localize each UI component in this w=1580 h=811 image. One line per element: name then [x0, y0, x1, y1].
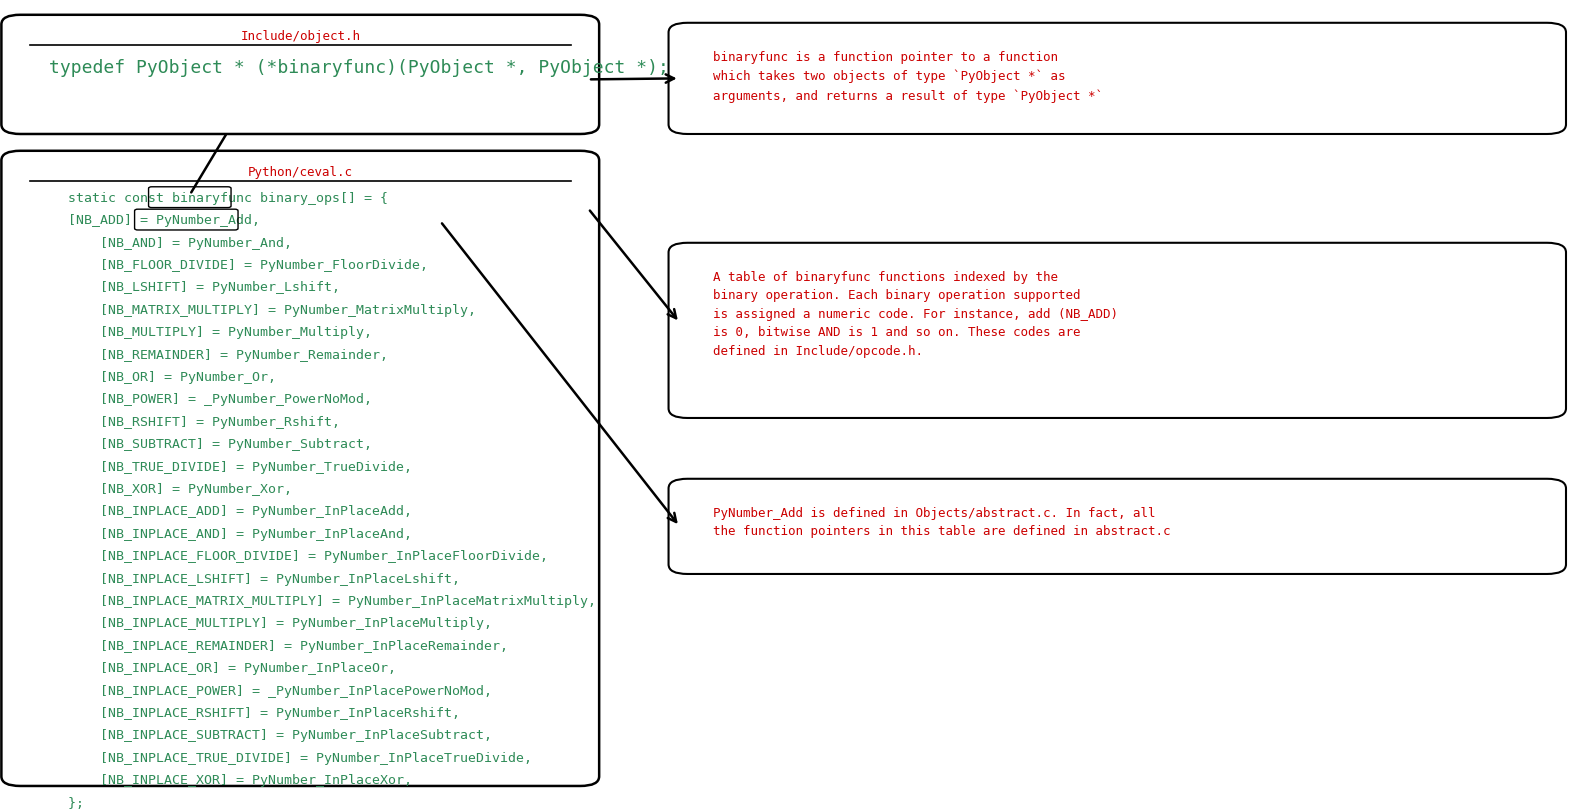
Text: Include/object.h: Include/object.h	[240, 30, 360, 43]
Text: [NB_LSHIFT] = PyNumber_Lshift,: [NB_LSHIFT] = PyNumber_Lshift,	[36, 281, 340, 294]
FancyBboxPatch shape	[668, 479, 1566, 574]
Text: static const binaryfunc binary_ops[] = {: static const binaryfunc binary_ops[] = {	[36, 191, 389, 204]
Text: [NB_INPLACE_POWER] = _PyNumber_InPlacePowerNoMod,: [NB_INPLACE_POWER] = _PyNumber_InPlacePo…	[36, 684, 491, 697]
Text: [NB_INPLACE_OR] = PyNumber_InPlaceOr,: [NB_INPLACE_OR] = PyNumber_InPlaceOr,	[36, 661, 397, 674]
Text: [NB_OR] = PyNumber_Or,: [NB_OR] = PyNumber_Or,	[36, 371, 276, 384]
Text: [NB_INPLACE_XOR] = PyNumber_InPlaceXor,: [NB_INPLACE_XOR] = PyNumber_InPlaceXor,	[36, 773, 412, 786]
FancyBboxPatch shape	[2, 15, 599, 135]
Text: [NB_AND] = PyNumber_And,: [NB_AND] = PyNumber_And,	[36, 236, 292, 249]
Text: [NB_INPLACE_TRUE_DIVIDE] = PyNumber_InPlaceTrueDivide,: [NB_INPLACE_TRUE_DIVIDE] = PyNumber_InPl…	[36, 751, 532, 764]
Text: [NB_MATRIX_MULTIPLY] = PyNumber_MatrixMultiply,: [NB_MATRIX_MULTIPLY] = PyNumber_MatrixMu…	[36, 303, 476, 316]
Text: [NB_INPLACE_FLOOR_DIVIDE] = PyNumber_InPlaceFloorDivide,: [NB_INPLACE_FLOOR_DIVIDE] = PyNumber_InP…	[36, 550, 548, 563]
Text: typedef PyObject * (*binaryfunc)(PyObject *, PyObject *);: typedef PyObject * (*binaryfunc)(PyObjec…	[49, 59, 668, 77]
Text: [NB_MULTIPLY] = PyNumber_Multiply,: [NB_MULTIPLY] = PyNumber_Multiply,	[36, 326, 371, 339]
FancyBboxPatch shape	[668, 24, 1566, 135]
Text: [NB_INPLACE_AND] = PyNumber_InPlaceAnd,: [NB_INPLACE_AND] = PyNumber_InPlaceAnd,	[36, 527, 412, 540]
Text: Python/ceval.c: Python/ceval.c	[248, 166, 352, 179]
Text: [NB_INPLACE_MULTIPLY] = PyNumber_InPlaceMultiply,: [NB_INPLACE_MULTIPLY] = PyNumber_InPlace…	[36, 616, 491, 629]
Text: };: };	[36, 796, 84, 809]
Text: PyNumber_Add is defined in Objects/abstract.c. In fact, all
the function pointer: PyNumber_Add is defined in Objects/abstr…	[713, 506, 1171, 538]
Text: [NB_INPLACE_RSHIFT] = PyNumber_InPlaceRshift,: [NB_INPLACE_RSHIFT] = PyNumber_InPlaceRs…	[36, 706, 460, 719]
FancyBboxPatch shape	[668, 243, 1566, 418]
FancyBboxPatch shape	[2, 152, 599, 786]
Text: binaryfunc is a function pointer to a function
which takes two objects of type `: binaryfunc is a function pointer to a fu…	[713, 51, 1103, 102]
Text: [NB_REMAINDER] = PyNumber_Remainder,: [NB_REMAINDER] = PyNumber_Remainder,	[36, 348, 389, 361]
Text: [NB_INPLACE_SUBTRACT] = PyNumber_InPlaceSubtract,: [NB_INPLACE_SUBTRACT] = PyNumber_InPlace…	[36, 728, 491, 741]
Text: [NB_INPLACE_ADD] = PyNumber_InPlaceAdd,: [NB_INPLACE_ADD] = PyNumber_InPlaceAdd,	[36, 504, 412, 517]
Text: [NB_FLOOR_DIVIDE] = PyNumber_FloorDivide,: [NB_FLOOR_DIVIDE] = PyNumber_FloorDivide…	[36, 259, 428, 272]
Text: [NB_POWER] = _PyNumber_PowerNoMod,: [NB_POWER] = _PyNumber_PowerNoMod,	[36, 393, 371, 406]
Text: [NB_INPLACE_LSHIFT] = PyNumber_InPlaceLshift,: [NB_INPLACE_LSHIFT] = PyNumber_InPlaceLs…	[36, 572, 460, 585]
Text: [NB_SUBTRACT] = PyNumber_Subtract,: [NB_SUBTRACT] = PyNumber_Subtract,	[36, 438, 371, 451]
Text: [NB_ADD] = PyNumber_Add,: [NB_ADD] = PyNumber_Add,	[36, 214, 261, 227]
Text: [NB_INPLACE_REMAINDER] = PyNumber_InPlaceRemainder,: [NB_INPLACE_REMAINDER] = PyNumber_InPlac…	[36, 639, 509, 652]
Text: [NB_RSHIFT] = PyNumber_Rshift,: [NB_RSHIFT] = PyNumber_Rshift,	[36, 415, 340, 428]
Text: [NB_TRUE_DIVIDE] = PyNumber_TrueDivide,: [NB_TRUE_DIVIDE] = PyNumber_TrueDivide,	[36, 460, 412, 473]
Text: A table of binaryfunc functions indexed by the
binary operation. Each binary ope: A table of binaryfunc functions indexed …	[713, 271, 1117, 358]
Text: [NB_INPLACE_MATRIX_MULTIPLY] = PyNumber_InPlaceMatrixMultiply,: [NB_INPLACE_MATRIX_MULTIPLY] = PyNumber_…	[36, 594, 596, 607]
Text: [NB_XOR] = PyNumber_Xor,: [NB_XOR] = PyNumber_Xor,	[36, 483, 292, 496]
